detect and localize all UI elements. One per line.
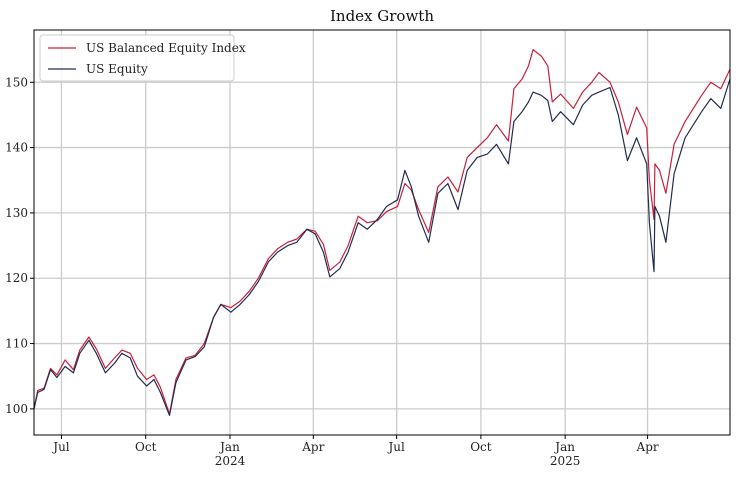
y-tick-label: 140 — [5, 141, 28, 155]
x-tick-label: Jan — [553, 440, 575, 454]
x-tick-year-label: 2024 — [215, 454, 246, 468]
y-tick-label: 110 — [5, 337, 28, 351]
series-lines — [33, 49, 731, 416]
x-tick-label: Oct — [135, 440, 157, 454]
series-line-equity — [33, 78, 731, 416]
legend-label-equity: US Equity — [86, 62, 148, 76]
grid — [34, 30, 730, 435]
y-tick-label: 120 — [5, 271, 28, 285]
x-tick-year-label: 2025 — [550, 454, 581, 468]
y-tick-label: 130 — [5, 206, 28, 220]
legend: US Balanced Equity Index US Equity — [39, 34, 246, 82]
x-tick-label: Jan — [218, 440, 240, 454]
x-tick-label: Jul — [386, 440, 405, 454]
x-tick-label: Jul — [51, 440, 70, 454]
plot-frame — [33, 29, 731, 436]
chart-title: Index Growth — [330, 7, 434, 25]
series-line-balanced — [33, 49, 731, 415]
legend-label-balanced: US Balanced Equity Index — [86, 41, 246, 55]
legend-box — [39, 34, 235, 82]
x-tick-label: Apr — [636, 440, 659, 454]
y-tick-label: 100 — [5, 402, 28, 416]
x-tick-label: Apr — [301, 440, 324, 454]
x-tick-label: Oct — [470, 440, 492, 454]
y-tick-label: 150 — [5, 75, 28, 89]
